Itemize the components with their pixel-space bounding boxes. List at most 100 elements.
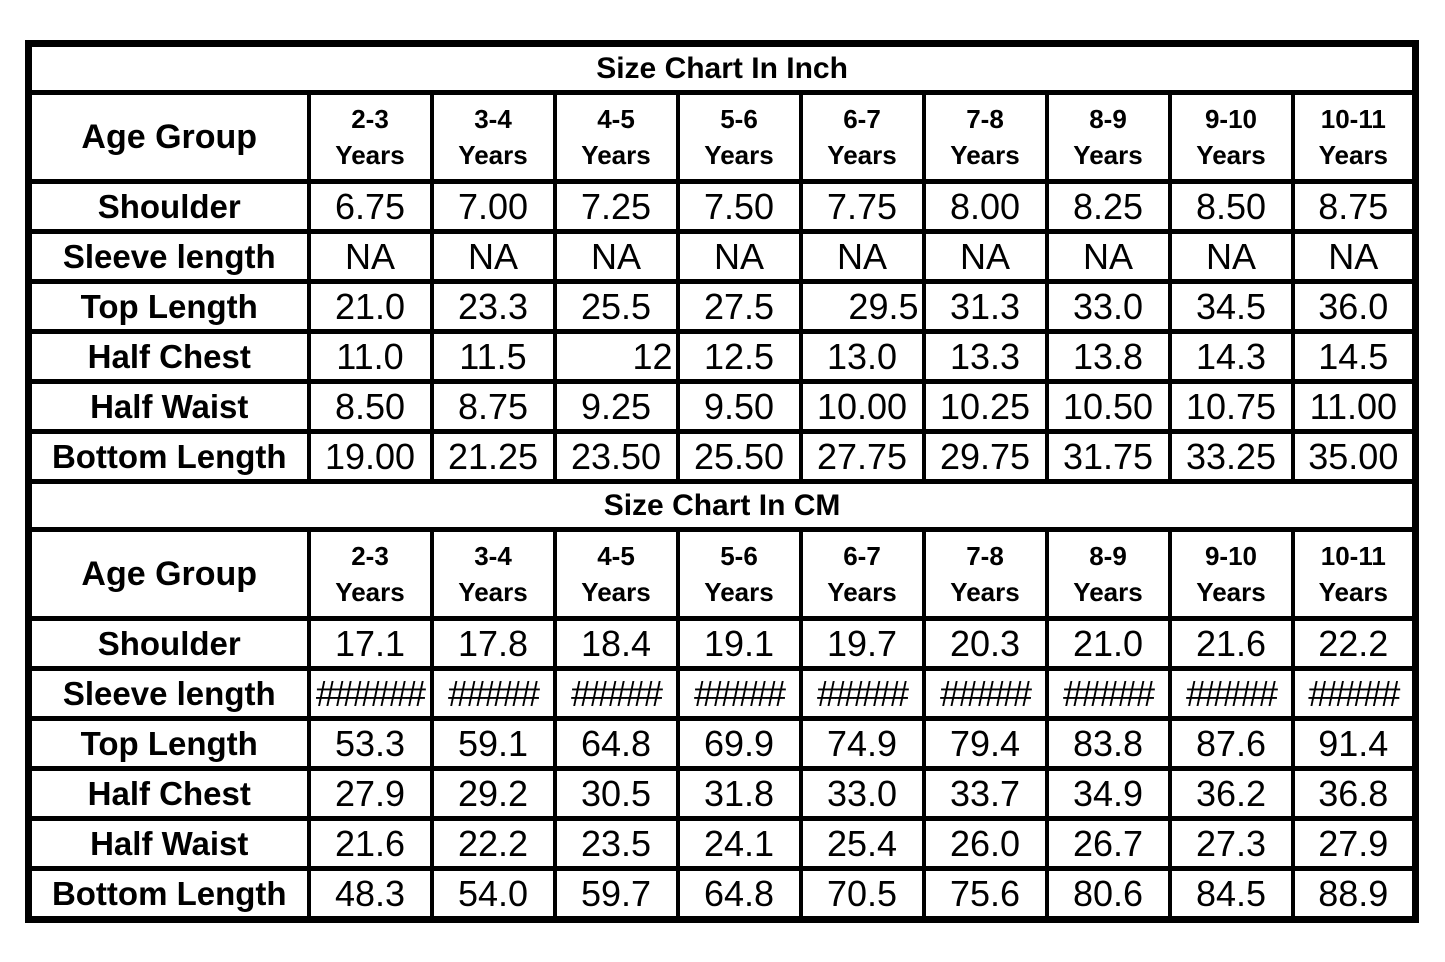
years-text: Years	[1073, 577, 1143, 607]
age-range-text: 9-10	[1204, 104, 1258, 134]
value-cell: 29.75	[921, 429, 1049, 484]
overflow-hash-cell: ######	[306, 666, 434, 721]
value-cell: 7.75	[798, 179, 926, 234]
value-cell: 25.4	[798, 816, 926, 871]
value-cell: 13.3	[921, 329, 1049, 384]
age-range-text: 9-10	[1204, 541, 1258, 571]
value-cell: 54.0	[429, 866, 557, 922]
value-cell: 7.00	[429, 179, 557, 234]
value-cell: NA	[429, 229, 557, 284]
value-cell: 59.7	[552, 866, 680, 922]
row-label: Half Chest	[26, 329, 311, 384]
value-cell: 29.5	[798, 279, 926, 334]
age-range-text: 10-11	[1320, 541, 1386, 571]
value-cell: 34.5	[1167, 279, 1295, 334]
value-cell: NA	[1167, 229, 1295, 284]
value-cell: 48.3	[306, 866, 434, 922]
value-cell: 84.5	[1167, 866, 1295, 922]
value-cell: 19.7	[798, 616, 926, 671]
value-cell: 11.0	[306, 329, 434, 384]
value-cell: 19.1	[675, 616, 803, 671]
value-cell: 17.1	[306, 616, 434, 671]
age-column-header: 2-3 Years	[306, 90, 434, 184]
value-cell: 31.75	[1044, 429, 1172, 484]
value-cell: 29.2	[429, 766, 557, 821]
overflow-hash-cell: #####	[675, 666, 803, 721]
row-label: Shoulder	[26, 179, 311, 234]
value-cell: 23.3	[429, 279, 557, 334]
row-label: Top Length	[26, 279, 311, 334]
value-cell: 69.9	[675, 716, 803, 771]
row-label: Half Waist	[26, 379, 311, 434]
value-cell: 33.25	[1167, 429, 1295, 484]
row-label: Half Waist	[26, 816, 311, 871]
value-cell: 22.2	[429, 816, 557, 871]
age-column-header: 9-10 Years	[1167, 527, 1295, 621]
value-cell: 35.00	[1290, 429, 1418, 484]
years-text: Years	[827, 140, 897, 170]
age-range-text: 3-4	[474, 104, 512, 134]
value-cell: 88.9	[1290, 866, 1418, 922]
overflow-hash-cell: #####	[1167, 666, 1295, 721]
value-cell: 10.00	[798, 379, 926, 434]
row-label: Top Length	[26, 716, 311, 771]
value-cell: 36.0	[1290, 279, 1418, 334]
overflow-hash-cell: #####	[429, 666, 557, 721]
age-column-header: 7-8 Years	[921, 527, 1049, 621]
value-cell: NA	[675, 229, 803, 284]
age-column-header: 3-4 Years	[429, 90, 557, 184]
age-range-text: 4-5	[597, 541, 635, 571]
value-cell: 11.5	[429, 329, 557, 384]
value-cell: 53.3	[306, 716, 434, 771]
age-range-text: 10-11	[1320, 104, 1386, 134]
age-range-text: 7-8	[966, 541, 1004, 571]
age-column-header: 2-3 Years	[306, 527, 434, 621]
value-cell: 33.0	[1044, 279, 1172, 334]
value-cell: 80.6	[1044, 866, 1172, 922]
value-cell: 8.75	[1290, 179, 1418, 234]
row-label: Sleeve length	[26, 229, 311, 284]
value-cell: 27.9	[1290, 816, 1418, 871]
overflow-hash-cell: #####	[921, 666, 1049, 721]
age-range-text: 6-7	[843, 541, 881, 571]
age-column-header: 5-6 Years	[675, 527, 803, 621]
years-text: Years	[1318, 577, 1389, 607]
value-cell: 30.5	[552, 766, 680, 821]
age-column-header: 8-9 Years	[1044, 90, 1172, 184]
age-range-text: 5-6	[720, 104, 758, 134]
age-range-text: 2-3	[351, 541, 389, 571]
value-cell: 7.50	[675, 179, 803, 234]
value-cell: 8.75	[429, 379, 557, 434]
value-cell: 27.5	[675, 279, 803, 334]
years-text: Years	[1196, 140, 1266, 170]
age-range-text: 8-9	[1089, 541, 1127, 571]
value-cell: 11.00	[1290, 379, 1418, 434]
age-column-header: 4-5 Years	[552, 90, 680, 184]
value-cell: 23.50	[552, 429, 680, 484]
value-cell: 33.0	[798, 766, 926, 821]
value-cell: 27.75	[798, 429, 926, 484]
size-chart-table: Size Chart In Inch Age Group 2-3 Years 3-4 Ye…	[25, 40, 1420, 923]
value-cell: 21.0	[1044, 616, 1172, 671]
years-text: Years	[458, 140, 528, 170]
value-cell: NA	[921, 229, 1049, 284]
section-title: Size Chart In Inch	[26, 41, 1418, 95]
age-range-text: 7-8	[966, 104, 1004, 134]
value-cell: 17.8	[429, 616, 557, 671]
value-cell: 79.4	[921, 716, 1049, 771]
value-cell: 26.7	[1044, 816, 1172, 871]
value-cell: 36.8	[1290, 766, 1418, 821]
value-cell: 14.3	[1167, 329, 1295, 384]
value-cell: 22.2	[1290, 616, 1418, 671]
value-cell: NA	[552, 229, 680, 284]
value-cell: 26.0	[921, 816, 1049, 871]
value-cell: 27.3	[1167, 816, 1295, 871]
value-cell: 8.50	[1167, 179, 1295, 234]
value-cell: 31.8	[675, 766, 803, 821]
value-cell: 10.75	[1167, 379, 1295, 434]
overflow-hash-cell: #####	[798, 666, 926, 721]
value-cell: 10.25	[921, 379, 1049, 434]
row-label: Shoulder	[26, 616, 311, 671]
value-cell: 20.3	[921, 616, 1049, 671]
value-cell: 25.50	[675, 429, 803, 484]
